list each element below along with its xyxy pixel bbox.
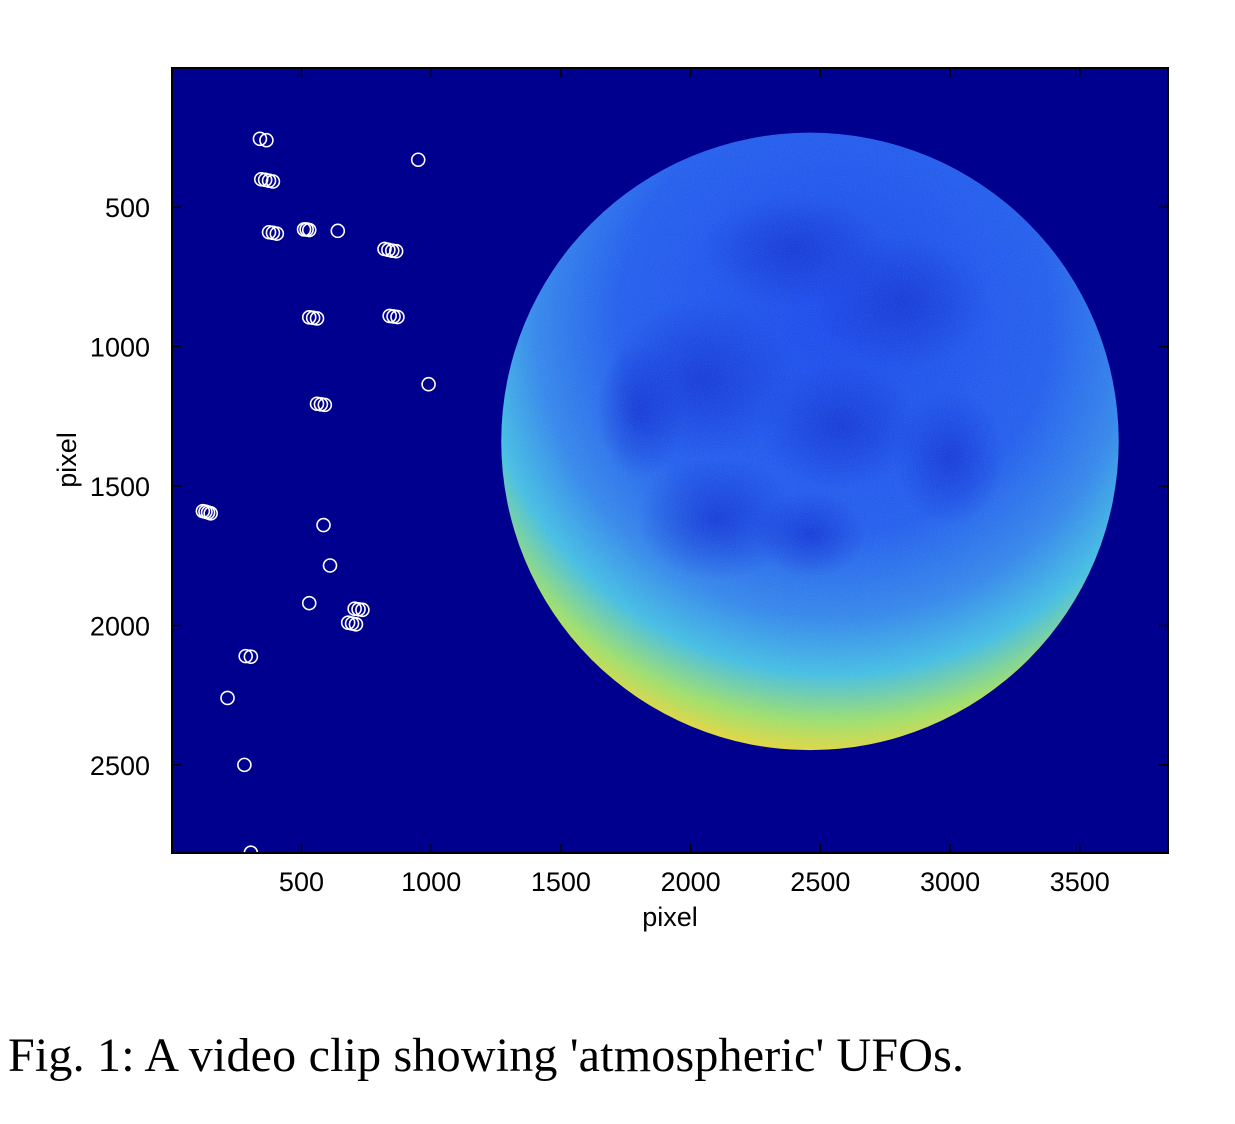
y-tick-label: 2000: [90, 611, 150, 641]
ufo-marker: [238, 648, 253, 664]
x-tick-label: 2000: [661, 867, 721, 897]
ufo-marker: [237, 757, 252, 773]
y-tick-label: 500: [105, 193, 150, 223]
ufo-marker: [220, 690, 235, 706]
ufo-marker: [259, 132, 274, 148]
ufo-marker: [388, 243, 404, 259]
x-tick-label: 1000: [401, 867, 461, 897]
ufo-marker: [390, 309, 405, 325]
figure-caption: Fig. 1: A video clip showing 'atmospheri…: [8, 1029, 965, 1082]
ufo-marker: [410, 152, 426, 168]
ufo-marker: [301, 222, 317, 238]
ufo-marker: [421, 376, 436, 392]
plot-frame: [171, 67, 1169, 854]
ufo-marker: [269, 226, 285, 241]
x-tick-label: 2500: [790, 867, 850, 897]
ufo-marker: [355, 602, 370, 618]
ufo-marker: [330, 223, 346, 239]
ufo-marker: [322, 558, 338, 573]
ufo-marker: [309, 311, 325, 326]
ufo-marker: [316, 517, 331, 533]
y-tick-label: 1500: [90, 472, 150, 502]
y-tick-label: 1000: [90, 333, 150, 363]
x-tick-label: 1500: [531, 867, 591, 897]
ufo-marker: [265, 174, 281, 189]
moon-texture: [501, 132, 1119, 751]
y-axis-label: pixel: [52, 432, 82, 488]
x-tick-label: 3500: [1050, 867, 1110, 897]
ufo-marker: [243, 649, 259, 664]
axis-ticks: 500 1000 1500 2000 2500 3000 3500 500 1000 1500 20…: [90, 68, 1168, 897]
ufo-marker: [301, 595, 317, 611]
x-tick-label: 500: [279, 867, 324, 897]
x-tick-label: 3000: [920, 867, 980, 897]
y-tick-label: 2500: [90, 751, 150, 781]
ufo-marker: [252, 131, 268, 147]
ufo-marker: [348, 617, 364, 632]
ufo-markers: [195, 131, 436, 853]
ufo-marker: [203, 506, 218, 521]
ufo-marker: [317, 397, 333, 413]
x-axis-label: pixel: [642, 902, 698, 932]
plot-area: [172, 68, 1168, 853]
